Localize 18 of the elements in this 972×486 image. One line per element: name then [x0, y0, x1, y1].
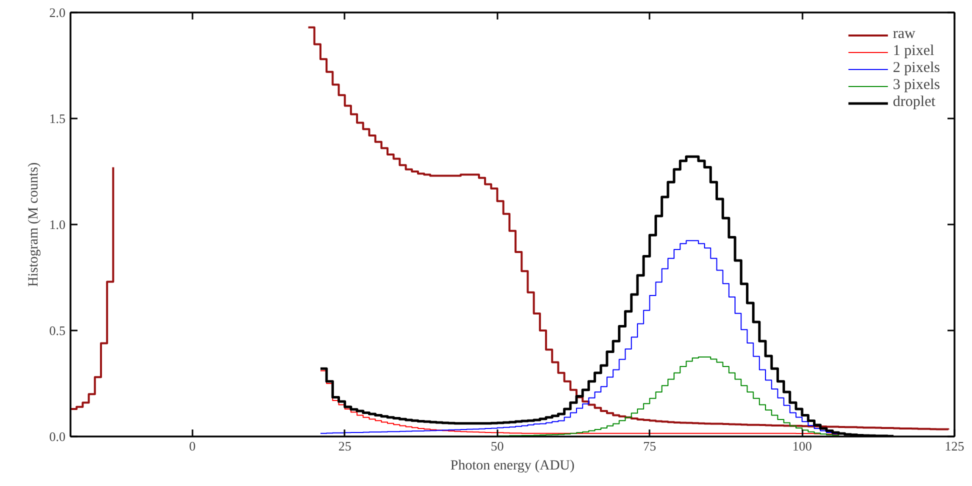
- legend-label: raw: [892, 26, 916, 43]
- x-tick-label: 100: [792, 438, 812, 454]
- y-axis-title: Histogram (M counts): [26, 162, 42, 287]
- y-tick-label: 2.0: [49, 5, 66, 20]
- y-tick-label: 0.5: [49, 323, 66, 338]
- x-tick-label: 125: [944, 438, 964, 454]
- y-tick-label: 0.0: [49, 429, 66, 444]
- x-axis-title: Photon energy (ADU): [450, 458, 575, 474]
- legend-label: 2 pixels: [892, 60, 940, 77]
- legend-label: 1 pixel: [892, 43, 934, 60]
- y-tick-label: 1.0: [49, 217, 66, 232]
- y-tick-label: 1.5: [49, 111, 66, 126]
- x-tick-label: 75: [643, 438, 656, 454]
- x-tick-label: 0: [189, 438, 196, 454]
- x-tick-label: 25: [338, 438, 352, 454]
- x-tick-label: 50: [490, 438, 504, 454]
- legend-label: droplet: [892, 94, 936, 111]
- legend-label: 3 pixels: [892, 77, 940, 94]
